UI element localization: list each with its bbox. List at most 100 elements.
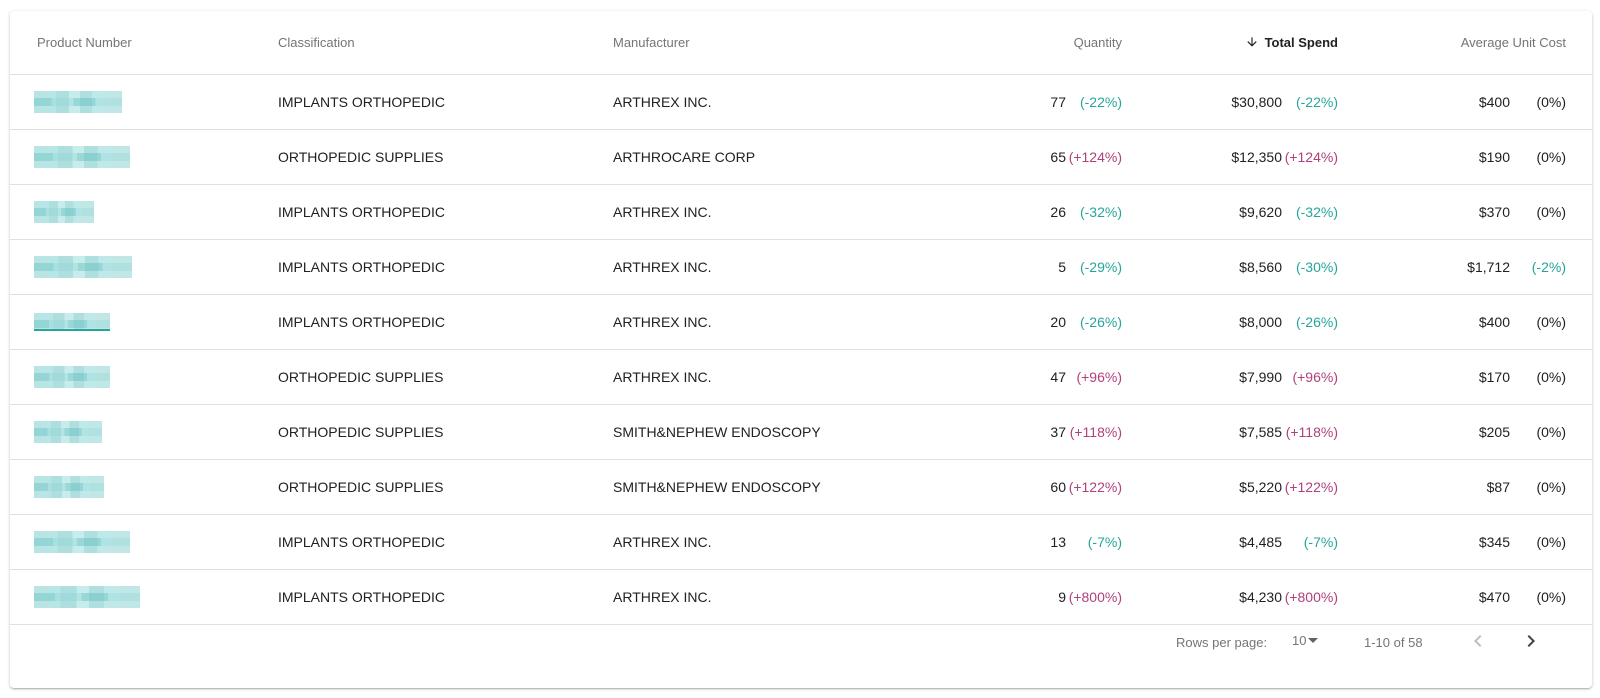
total-spend-delta: (+96%) [1292, 369, 1338, 385]
cell-average-unit-cost: $345 (0%) [1338, 514, 1592, 570]
product-number-link[interactable] [34, 586, 140, 608]
total-spend-value: $8,560 [1239, 259, 1282, 275]
rows-per-page-select[interactable]: 10 [1292, 633, 1319, 648]
header-average-unit-cost[interactable]: Average Unit Cost [1338, 11, 1592, 75]
table-row[interactable]: ORTHOPEDIC SUPPLIES SMITH&NEPHEW ENDOSCOP… [10, 404, 1592, 460]
cell-product-number[interactable] [10, 404, 278, 460]
product-number-link[interactable] [34, 366, 110, 388]
header-total-spend[interactable]: Total Spend [1122, 11, 1338, 75]
cell-total-spend: $7,990 (+96%) [1122, 349, 1338, 405]
avg-cost-value: $190 [1478, 149, 1510, 165]
cell-average-unit-cost: $400 (0%) [1338, 74, 1592, 130]
total-spend-delta: (-30%) [1295, 259, 1338, 275]
product-number-link[interactable] [34, 146, 130, 168]
cell-manufacturer: ARTHREX INC. [613, 514, 943, 570]
header-quantity[interactable]: Quantity [943, 11, 1122, 75]
cell-manufacturer: ARTHREX INC. [613, 184, 943, 240]
chevron-left-icon[interactable] [1466, 629, 1490, 653]
total-spend-value: $7,990 [1239, 369, 1282, 385]
rows-per-page-label: Rows per page: [1176, 635, 1268, 650]
avg-cost-delta: (0%) [1536, 204, 1566, 220]
cell-average-unit-cost: $470 (0%) [1338, 569, 1592, 625]
avg-cost-delta: (0%) [1536, 149, 1566, 165]
chevron-right-icon[interactable] [1519, 629, 1543, 653]
table-row[interactable]: IMPLANTS ORTHOPEDIC ARTHREX INC. 13 (-7%) $4… [10, 514, 1592, 570]
avg-cost-value: $400 [1478, 94, 1510, 110]
quantity-delta: (-22%) [1079, 94, 1122, 110]
avg-cost-value: $87 [1486, 479, 1510, 495]
cell-product-number[interactable] [10, 514, 278, 570]
avg-cost-delta: (0%) [1536, 589, 1566, 605]
quantity-delta: (-29%) [1079, 259, 1122, 275]
table-row[interactable]: ORTHOPEDIC SUPPLIES SMITH&NEPHEW ENDOSCOP… [10, 459, 1592, 515]
cell-manufacturer: ARTHROCARE CORP [613, 129, 943, 185]
product-number-link[interactable] [34, 476, 104, 498]
cell-quantity: 5 (-29%) [943, 239, 1122, 295]
cell-classification: IMPLANTS ORTHOPEDIC [278, 239, 613, 295]
quantity-delta: (-7%) [1087, 534, 1122, 550]
total-spend-delta: (-32%) [1295, 204, 1338, 220]
quantity-value: 13 [1050, 534, 1066, 550]
cell-quantity: 26 (-32%) [943, 184, 1122, 240]
avg-cost-delta: (0%) [1536, 534, 1566, 550]
cell-product-number[interactable] [10, 239, 278, 295]
cell-quantity: 9 (+800%) [943, 569, 1122, 625]
cell-average-unit-cost: $87 (0%) [1338, 459, 1592, 515]
pagination-range: 1-10 of 58 [1364, 635, 1423, 650]
cell-quantity: 65 (+124%) [943, 129, 1122, 185]
table-row[interactable]: IMPLANTS ORTHOPEDIC ARTHREX INC. 5 (-29%) $8… [10, 239, 1592, 295]
cell-classification: ORTHOPEDIC SUPPLIES [278, 129, 613, 185]
total-spend-value: $4,485 [1239, 534, 1282, 550]
total-spend-delta: (-22%) [1295, 94, 1338, 110]
cell-manufacturer: SMITH&NEPHEW ENDOSCOPY [613, 459, 943, 515]
table-row[interactable]: ORTHOPEDIC SUPPLIES ARTHREX INC. 47 (+96%) $… [10, 349, 1592, 405]
table-row[interactable]: IMPLANTS ORTHOPEDIC ARTHREX INC. 26 (-32%) $… [10, 184, 1592, 240]
cell-product-number[interactable] [10, 129, 278, 185]
total-spend-value: $9,620 [1239, 204, 1282, 220]
product-number-link[interactable] [34, 256, 132, 278]
table-row[interactable]: ORTHOPEDIC SUPPLIES ARTHROCARE CORP 65 (+12… [10, 129, 1592, 185]
cell-total-spend: $4,230 (+800%) [1122, 569, 1338, 625]
header-product-number[interactable]: Product Number [10, 11, 278, 75]
header-manufacturer[interactable]: Manufacturer [613, 11, 943, 75]
quantity-value: 5 [1058, 259, 1066, 275]
total-spend-value: $7,585 [1239, 424, 1282, 440]
cell-classification: ORTHOPEDIC SUPPLIES [278, 349, 613, 405]
product-number-link[interactable] [34, 421, 102, 443]
avg-cost-delta: (0%) [1536, 479, 1566, 495]
product-number-link[interactable] [34, 313, 110, 332]
cell-quantity: 60 (+122%) [943, 459, 1122, 515]
table-row[interactable]: IMPLANTS ORTHOPEDIC ARTHREX INC. 77 (-22%) $… [10, 74, 1592, 130]
product-number-link[interactable] [34, 201, 94, 223]
header-classification[interactable]: Classification [278, 11, 613, 75]
product-number-link[interactable] [34, 91, 122, 113]
caret-down-icon [1308, 638, 1319, 643]
cell-product-number[interactable] [10, 349, 278, 405]
total-spend-delta: (-26%) [1295, 314, 1338, 330]
quantity-value: 20 [1050, 314, 1066, 330]
cell-product-number[interactable] [10, 294, 278, 350]
cell-total-spend: $5,220 (+122%) [1122, 459, 1338, 515]
quantity-value: 47 [1050, 369, 1066, 385]
total-spend-delta: (+800%) [1284, 589, 1338, 605]
cell-manufacturer: SMITH&NEPHEW ENDOSCOPY [613, 404, 943, 460]
cell-classification: IMPLANTS ORTHOPEDIC [278, 184, 613, 240]
avg-cost-delta: (0%) [1536, 314, 1566, 330]
quantity-delta: (+96%) [1076, 369, 1122, 385]
table-row[interactable]: IMPLANTS ORTHOPEDIC ARTHREX INC. 20 (-26%) $… [10, 294, 1592, 350]
cell-product-number[interactable] [10, 184, 278, 240]
avg-cost-delta: (0%) [1536, 369, 1566, 385]
avg-cost-delta: (0%) [1536, 424, 1566, 440]
product-number-link[interactable] [34, 531, 130, 553]
cell-total-spend: $8,560 (-30%) [1122, 239, 1338, 295]
table-row[interactable]: IMPLANTS ORTHOPEDIC ARTHREX INC. 9 (+800%) $… [10, 569, 1592, 625]
table-pagination: Rows per page: 10 1-10 of 58 [10, 611, 1592, 674]
cell-product-number[interactable] [10, 74, 278, 130]
cell-classification: IMPLANTS ORTHOPEDIC [278, 74, 613, 130]
cell-product-number[interactable] [10, 459, 278, 515]
total-spend-value: $30,800 [1231, 94, 1282, 110]
cell-manufacturer: ARTHREX INC. [613, 349, 943, 405]
avg-cost-delta: (-2%) [1531, 259, 1566, 275]
avg-cost-value: $370 [1478, 204, 1510, 220]
cell-product-number[interactable] [10, 569, 278, 625]
